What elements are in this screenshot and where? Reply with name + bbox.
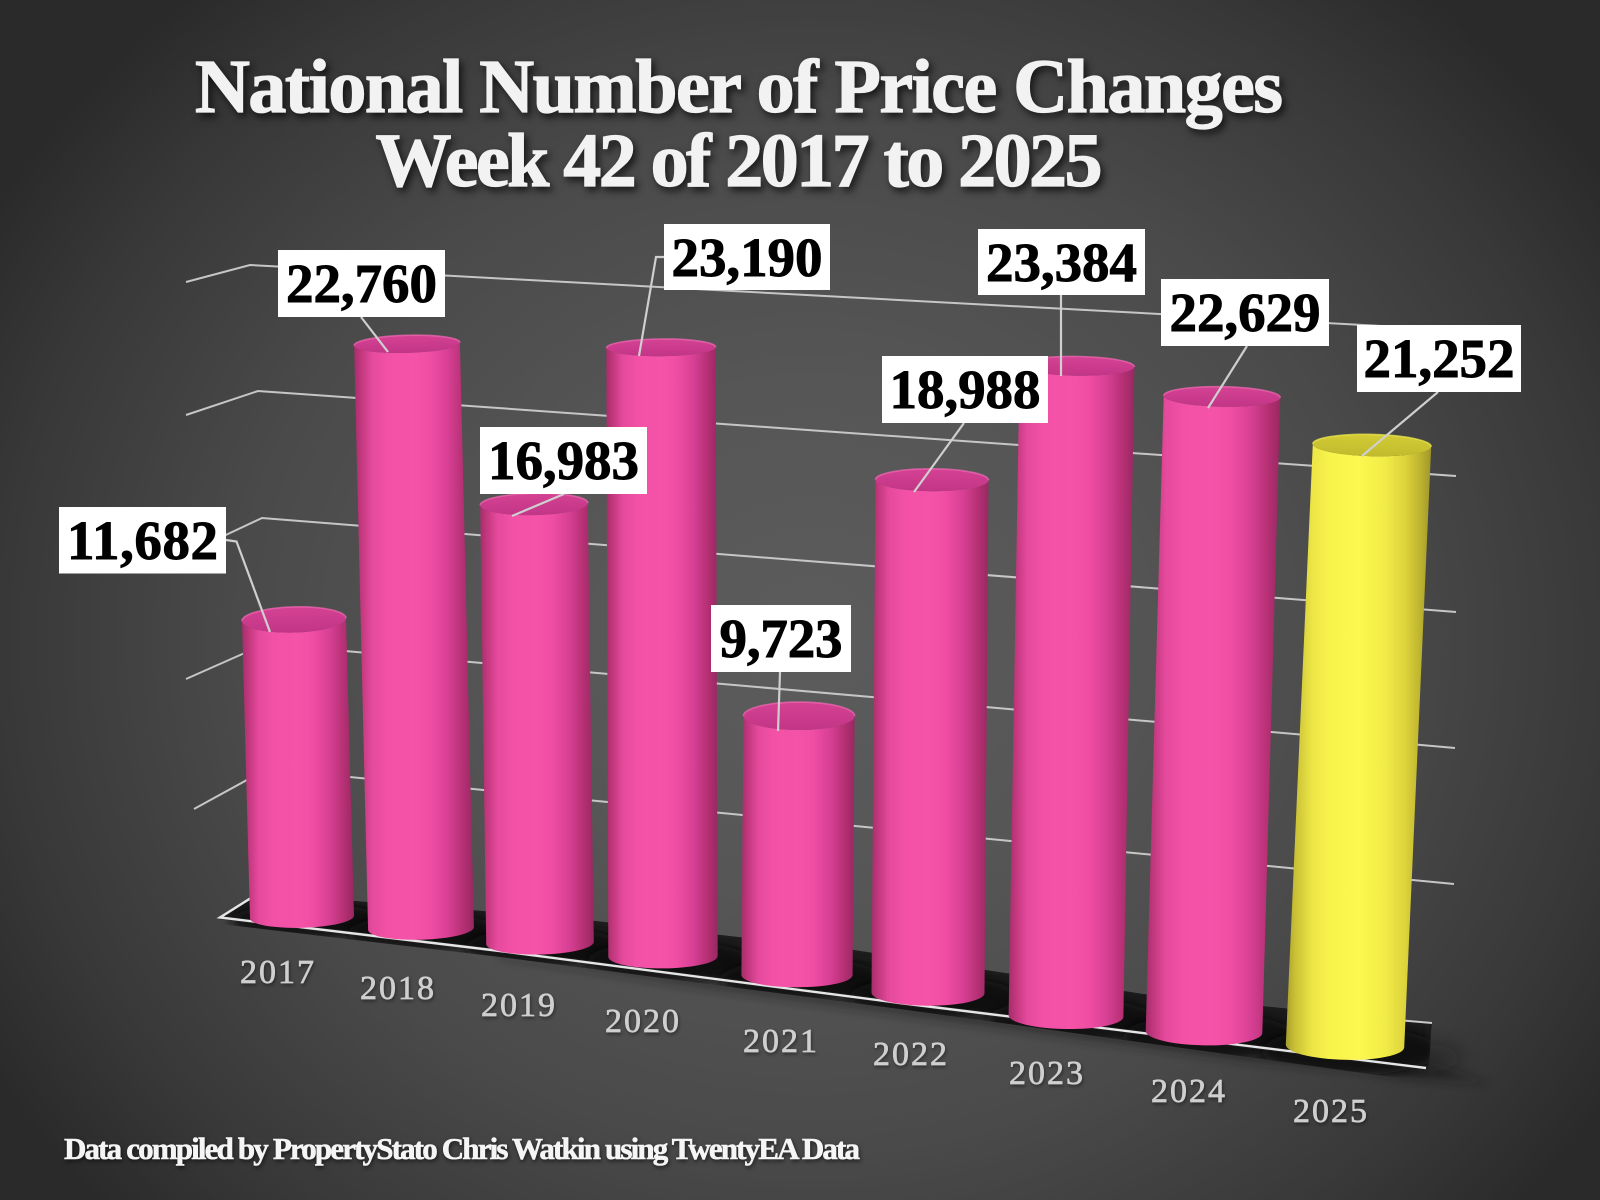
- svg-text:2024: 2024: [1151, 1073, 1225, 1110]
- svg-text:16,983: 16,983: [488, 430, 639, 491]
- svg-text:22,760: 22,760: [286, 253, 437, 314]
- svg-text:22,629: 22,629: [1170, 282, 1321, 343]
- svg-text:2017: 2017: [240, 954, 314, 991]
- svg-text:11,682: 11,682: [67, 510, 218, 571]
- svg-text:2022: 2022: [873, 1036, 947, 1073]
- svg-text:23,190: 23,190: [672, 227, 823, 288]
- svg-text:2025: 2025: [1293, 1093, 1367, 1130]
- svg-text:9,723: 9,723: [720, 608, 843, 669]
- svg-text:23,384: 23,384: [986, 232, 1137, 293]
- svg-text:National Number of Price Chang: National Number of Price Changes: [195, 45, 1283, 129]
- svg-text:2020: 2020: [605, 1003, 679, 1040]
- svg-text:2019: 2019: [481, 987, 555, 1024]
- svg-text:2021: 2021: [743, 1023, 817, 1060]
- svg-text:2023: 2023: [1009, 1055, 1083, 1092]
- svg-text:Data compiled by PropertyStato: Data compiled by PropertyStato Chris Wat…: [64, 1131, 861, 1166]
- svg-text:Week 42 of 2017 to 2025: Week 42 of 2017 to 2025: [376, 119, 1103, 203]
- svg-text:2018: 2018: [360, 970, 434, 1007]
- svg-text:18,988: 18,988: [890, 359, 1041, 420]
- svg-text:21,252: 21,252: [1364, 328, 1515, 389]
